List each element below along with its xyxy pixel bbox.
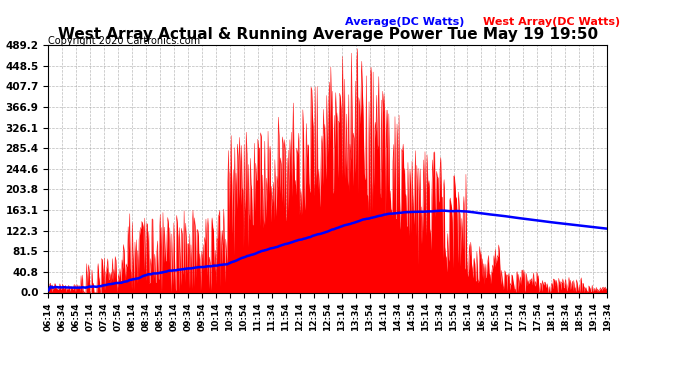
Text: West Array(DC Watts): West Array(DC Watts) — [483, 17, 620, 27]
Text: Average(DC Watts): Average(DC Watts) — [345, 17, 464, 27]
Text: Copyright 2020 Cartronics.com: Copyright 2020 Cartronics.com — [48, 36, 200, 46]
Title: West Array Actual & Running Average Power Tue May 19 19:50: West Array Actual & Running Average Powe… — [58, 27, 598, 42]
